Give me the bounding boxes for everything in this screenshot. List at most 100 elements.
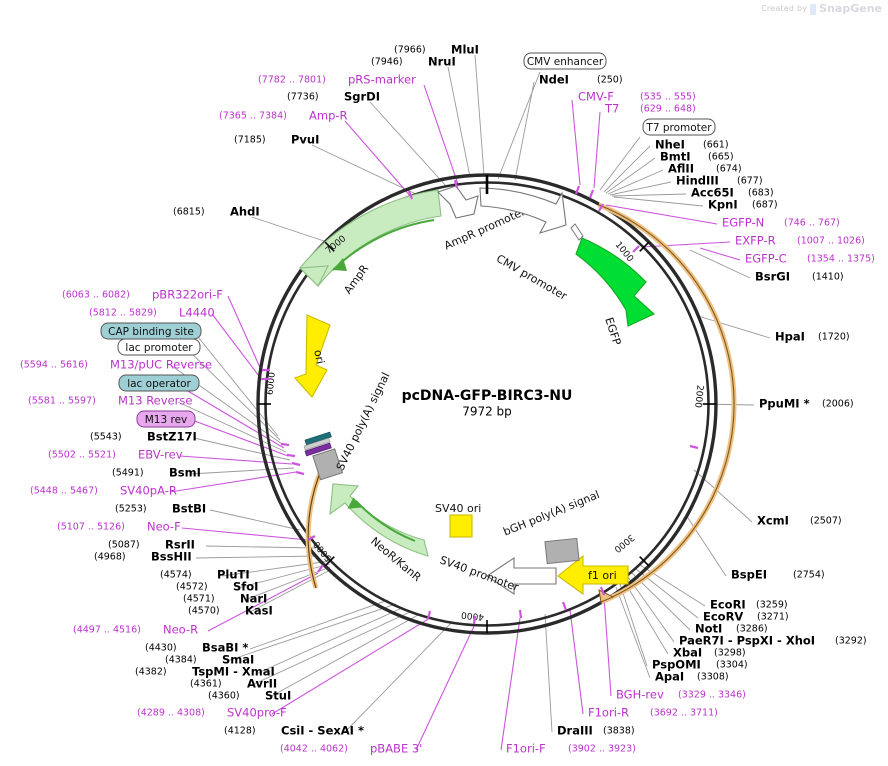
site-position: (4361) xyxy=(190,679,222,690)
site-label-f1ori-f[interactable]: (3902 .. 3923) F1ori-F xyxy=(506,742,636,756)
site-label-pbabe-3[interactable]: (4042 .. 4062) pBABE 3' xyxy=(280,742,422,756)
site-label-pvui[interactable]: (7185) PvuI xyxy=(234,133,319,147)
site-label-paer7i-pspxi-xhoi[interactable]: (3292) PaeR7I - PspXI - XhoI xyxy=(679,634,867,648)
site-label-noti[interactable]: (3286) NotI xyxy=(695,622,768,636)
site-label-bsmi[interactable]: (5491) BsmI xyxy=(112,466,201,480)
site-label-hpai[interactable]: (1720) HpaI xyxy=(775,330,850,344)
boxed-label-cmv-enhancer[interactable]: CMV enhancer xyxy=(523,52,607,70)
site-label-nrui[interactable]: (7946) NruI xyxy=(371,55,456,69)
site-name: AhdI xyxy=(230,205,260,219)
site-label-t7[interactable]: (629 .. 648) T7 xyxy=(604,102,696,116)
site-position: (1007 .. 1026) xyxy=(797,236,865,247)
site-label-kasi[interactable]: (4570) KasI xyxy=(188,604,273,618)
boxed-label-cap-binding-site[interactable]: CAP binding site xyxy=(100,322,202,340)
site-label-bspei[interactable]: (2754) BspEI xyxy=(731,568,825,582)
site-label-nari[interactable]: (4571) NarI xyxy=(183,592,267,606)
site-name: NarI xyxy=(240,592,267,606)
site-label-draiii[interactable]: (3838) DraIII xyxy=(557,724,635,738)
site-position: (683) xyxy=(748,188,774,199)
site-name: T7 xyxy=(604,102,619,116)
site-label-exfp-r[interactable]: (1007 .. 1026) EXFP-R xyxy=(735,234,865,248)
site-label-bsrgi[interactable]: (1410) BsrGI xyxy=(755,270,844,284)
site-label-pluti[interactable]: (4574) PluTI xyxy=(160,568,250,582)
site-position: (5448 .. 5467) xyxy=(30,486,98,497)
site-label-sv40pa-r[interactable]: (5448 .. 5467) SV40pA-R xyxy=(30,484,177,498)
boxed-label-text: M13 rev xyxy=(145,414,188,426)
site-position: (4042 .. 4062) xyxy=(280,744,348,755)
site-label-bsabi[interactable]: (4430) BsaBI * xyxy=(145,641,248,655)
feature-f1-ori[interactable]: f1 ori xyxy=(557,554,629,596)
boxed-label-text: lac promoter xyxy=(125,342,193,354)
site-label-bmti[interactable]: (665) BmtI xyxy=(660,150,734,164)
site-label-avrii[interactable]: (4361) AvrII xyxy=(190,677,277,691)
site-label-m13-puc-reverse[interactable]: (5594 .. 5616) M13/pUC Reverse xyxy=(20,358,212,372)
site-label-m13-reverse[interactable]: (5581 .. 5597) M13 Reverse xyxy=(28,394,192,408)
site-label-hindiii[interactable]: (677) HindIII xyxy=(676,174,763,188)
label-group-left-mid: (6063 .. 6082) pBR322ori-F (5812 .. 5829) L… xyxy=(20,288,223,564)
tick-label-4000: 4000 xyxy=(460,609,484,621)
cmv-end-marker xyxy=(570,223,584,241)
site-label-ppumi[interactable]: (2006) PpuMI * xyxy=(759,397,854,411)
site-label-ecorv[interactable]: (3271) EcoRV xyxy=(703,610,789,624)
site-label-neo-r[interactable]: (4497 .. 4516) Neo-R xyxy=(73,623,198,637)
boxed-label-lac-operator[interactable]: lac operator xyxy=(118,374,200,392)
site-label-acc65i[interactable]: (683) Acc65I xyxy=(691,186,774,200)
site-position: (7365 .. 7384) xyxy=(219,111,287,122)
boxed-label-t7-promoter[interactable]: T7 promoter xyxy=(642,118,716,136)
site-label-smai[interactable]: (4384) SmaI xyxy=(165,653,254,667)
site-label-bstz17i[interactable]: (5543) BstZ17I xyxy=(90,430,197,444)
site-position: (6063 .. 6082) xyxy=(62,290,130,301)
site-label-cmv-f[interactable]: (535 .. 555) CMV-F xyxy=(578,90,696,104)
site-label-tspmi-xmai[interactable]: (4382) TspMI - XmaI xyxy=(135,665,275,679)
site-label-ndei[interactable]: (250) NdeI xyxy=(539,73,623,87)
site-label-ecori[interactable]: (3259) EcoRI xyxy=(710,598,788,612)
site-label-csii-sexai[interactable]: (4128) CsiI - SexAI * xyxy=(224,724,364,738)
site-label-sv40pro-f[interactable]: (4289 .. 4308) SV40pro-F xyxy=(137,706,287,720)
site-name: BsmI xyxy=(169,466,201,480)
plasmid-size: 7972 bp xyxy=(462,405,512,419)
feature-neor-kanr[interactable]: NeoR/KanR xyxy=(329,483,429,584)
boxed-label-text: lac operator xyxy=(127,378,191,390)
site-label-xcmi[interactable]: (2507) XcmI xyxy=(757,514,842,528)
site-label-rsrii[interactable]: (5087) RsrII xyxy=(108,538,195,552)
site-label-sfoi[interactable]: (4572) SfoI xyxy=(176,580,258,594)
site-position: (661) xyxy=(703,140,729,151)
site-label-f1ori-r[interactable]: (3692 .. 3711) F1ori-R xyxy=(588,706,718,720)
site-label-stui[interactable]: (4360) StuI xyxy=(208,689,291,703)
site-label-kpni[interactable]: (687) KpnI xyxy=(708,198,778,212)
feature-egfp[interactable]: EGFP xyxy=(575,237,655,347)
site-label-bstbi[interactable]: (5253) BstBI xyxy=(115,502,206,516)
site-label-egfp-c[interactable]: (1354 .. 1375) EGFP-C xyxy=(745,252,875,266)
site-label-aflii[interactable]: (674) AflII xyxy=(668,162,742,176)
site-label-amp-r[interactable]: (7365 .. 7384) Amp-R xyxy=(219,109,348,123)
site-name: PvuI xyxy=(291,133,319,147)
boxed-label-m13-rev[interactable]: M13 rev xyxy=(136,410,196,428)
label-group-right-bot: (3259) EcoRI (3271) EcoRV(3286) NotI (3292) Pa… xyxy=(506,598,867,756)
site-label-prs-marker[interactable]: (7782 .. 7801) pRS-marker xyxy=(258,73,416,87)
site-name: CsiI - SexAI * xyxy=(281,724,364,738)
site-label-pbr322ori-f[interactable]: (6063 .. 6082) pBR322ori-F xyxy=(62,288,223,302)
feature-sv40-promoter[interactable]: SV40 promoter xyxy=(438,553,557,596)
site-label-neo-f[interactable]: (5107 .. 5126) Neo-F xyxy=(57,520,181,534)
site-label-pspomi[interactable]: (3304) PspOMI xyxy=(652,658,748,672)
site-label-apai[interactable]: (3308) ApaI xyxy=(655,670,729,684)
leader-lines xyxy=(169,54,771,751)
feature-cmv-promoter[interactable]: CMV promoter xyxy=(479,187,570,303)
site-label-mlui[interactable]: (7966) MluI xyxy=(394,43,479,57)
site-label-bgh-rev[interactable]: (3329 .. 3346) BGH-rev xyxy=(616,688,746,702)
site-label-l4440[interactable]: (5812 .. 5829) L4440 xyxy=(89,306,215,320)
site-label-ahdi[interactable]: (6815) AhdI xyxy=(173,205,260,219)
feature-ori[interactable]: ori xyxy=(294,314,331,398)
site-label-sgrdi[interactable]: (7736) SgrDI xyxy=(287,90,380,104)
site-label-egfp-n[interactable]: (746 .. 767) EGFP-N xyxy=(722,216,840,230)
site-position: (5087) xyxy=(108,540,140,551)
feature-bgh-polya[interactable]: bGH poly(A) signal xyxy=(501,488,601,565)
site-position: (746 .. 767) xyxy=(784,218,840,229)
site-label-xbai[interactable]: (3298) XbaI xyxy=(673,646,746,660)
boxed-label-lac-promoter[interactable]: lac promoter xyxy=(117,338,201,356)
site-label-bsshii[interactable]: (4968) BssHII xyxy=(94,550,192,564)
site-label-nhei[interactable]: (661) NheI xyxy=(655,138,729,152)
site-position: (3304) xyxy=(716,660,748,671)
site-label-ebv-rev[interactable]: (5502 .. 5521) EBV-rev xyxy=(48,448,183,462)
feature-sv40-ori[interactable]: SV40 ori xyxy=(435,502,481,538)
